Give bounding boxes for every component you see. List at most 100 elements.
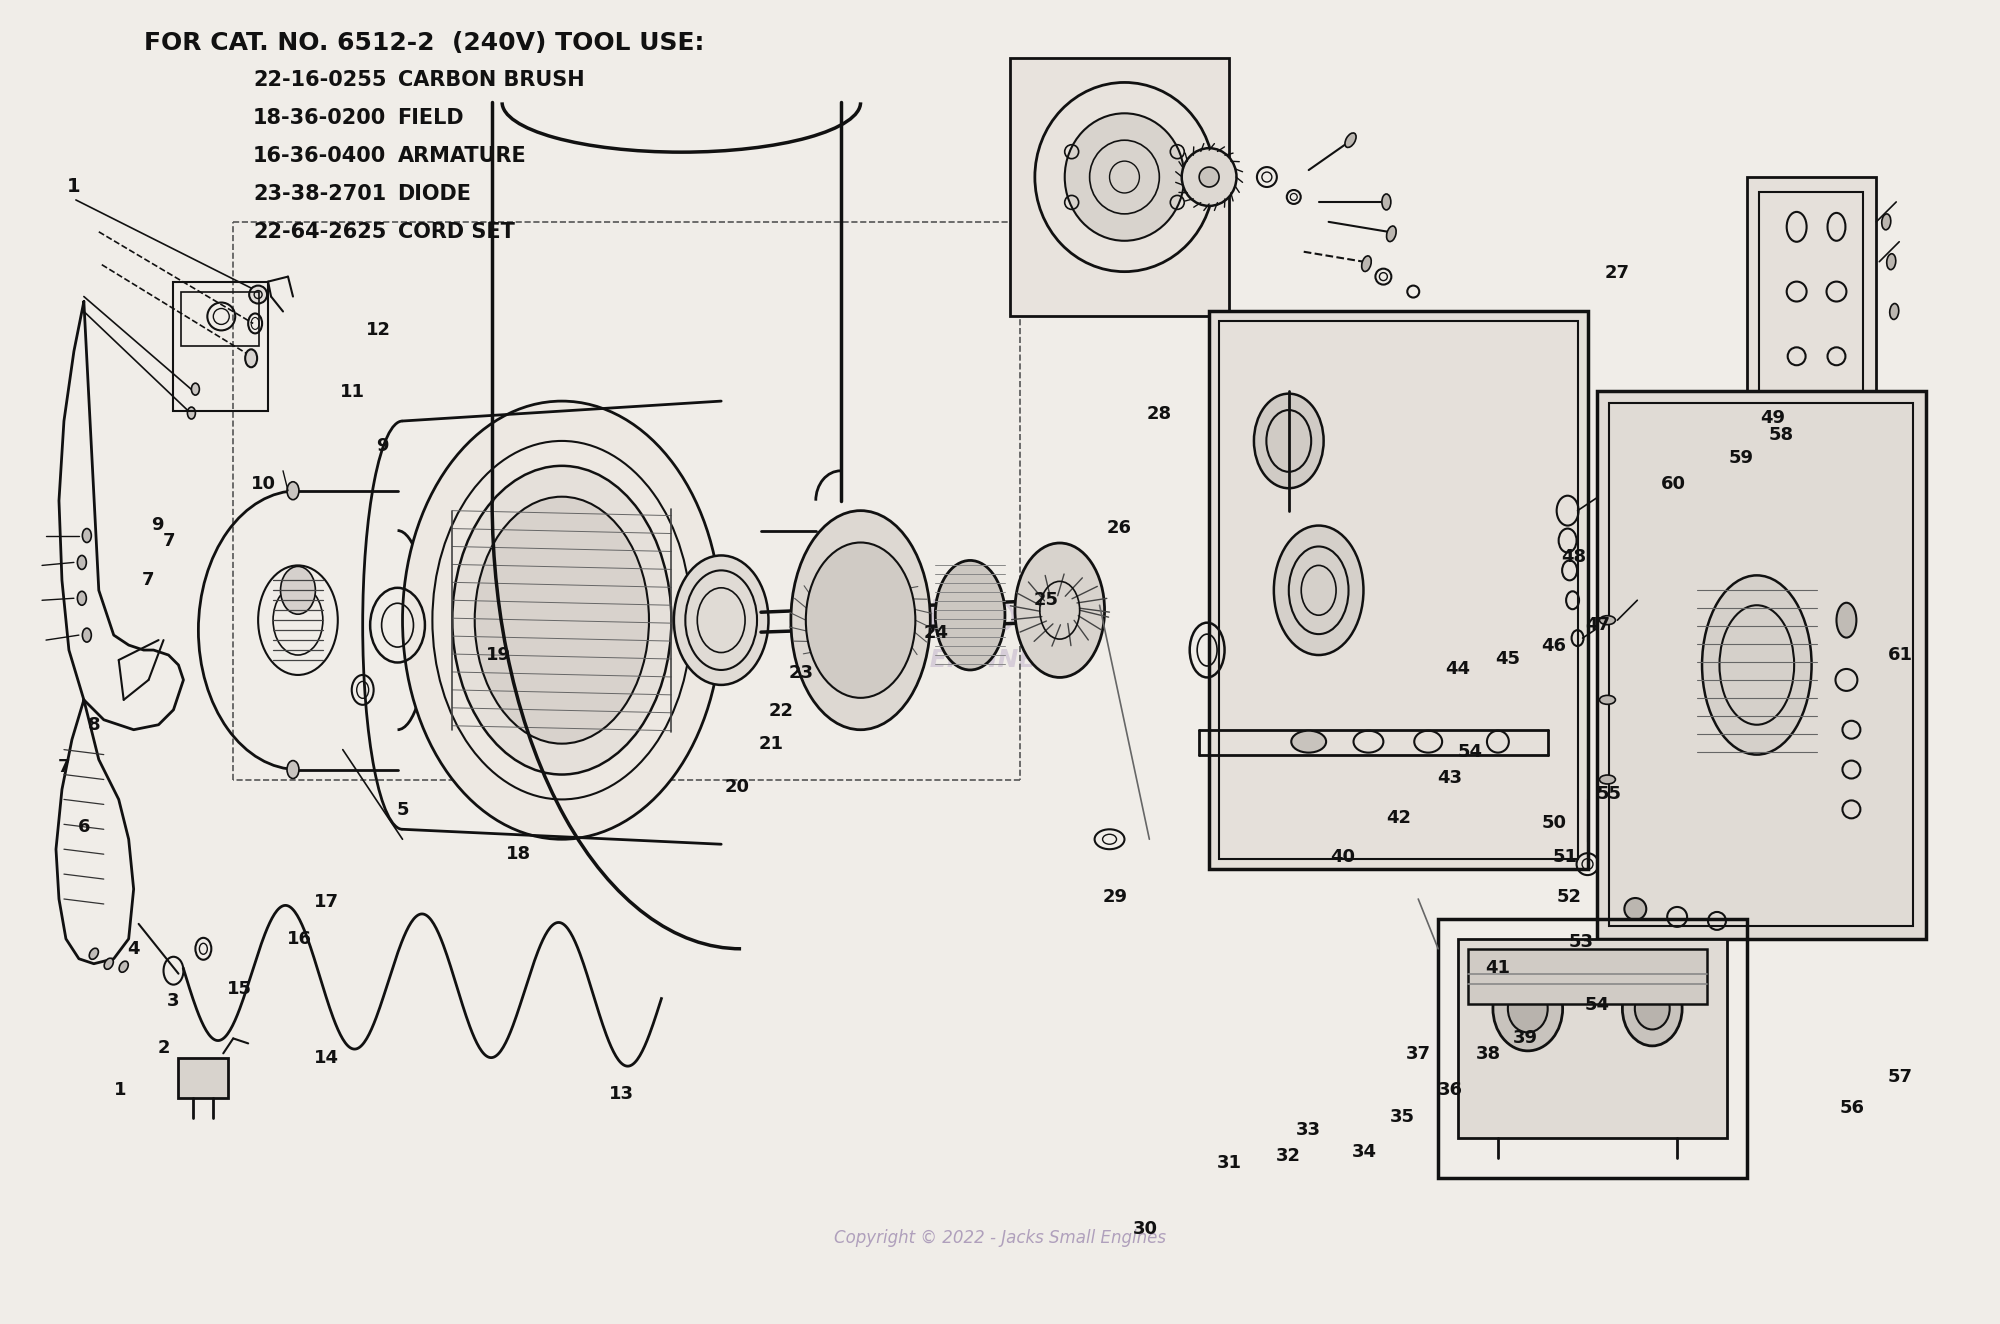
Ellipse shape	[78, 556, 86, 569]
Text: 51: 51	[1554, 849, 1578, 866]
Ellipse shape	[78, 592, 86, 605]
Text: 40: 40	[1330, 849, 1356, 866]
Bar	[1220, 322, 1578, 859]
Text: 9: 9	[376, 437, 388, 454]
Text: 33: 33	[1296, 1121, 1322, 1139]
Text: 7: 7	[58, 759, 70, 776]
Text: 13: 13	[610, 1086, 634, 1103]
Text: 18-36-0200: 18-36-0200	[254, 109, 386, 128]
Ellipse shape	[288, 760, 298, 779]
Text: 14: 14	[314, 1049, 340, 1067]
Text: 61: 61	[1888, 646, 1912, 665]
Text: 2: 2	[158, 1039, 170, 1058]
Text: 54: 54	[1458, 743, 1482, 761]
Text: 7: 7	[164, 532, 176, 549]
Text: 60: 60	[1660, 475, 1686, 493]
Ellipse shape	[288, 482, 298, 499]
Ellipse shape	[1386, 226, 1396, 241]
Text: 26: 26	[1106, 519, 1132, 536]
Ellipse shape	[936, 560, 1004, 670]
Bar	[1458, 939, 1726, 1139]
Text: 42: 42	[1386, 809, 1410, 826]
Bar	[1010, 57, 1230, 316]
Text: 49: 49	[1760, 409, 1786, 428]
Ellipse shape	[1274, 526, 1364, 655]
Ellipse shape	[188, 406, 196, 418]
Bar	[182, 291, 260, 347]
Text: FOR CAT. NO. 6512-2  (240V) TOOL USE:: FOR CAT. NO. 6512-2 (240V) TOOL USE:	[144, 30, 704, 54]
Text: 44: 44	[1446, 659, 1470, 678]
Bar	[1746, 177, 1876, 426]
Text: 9: 9	[152, 516, 164, 534]
Text: 35: 35	[1390, 1108, 1414, 1125]
Ellipse shape	[806, 543, 916, 698]
Text: 41: 41	[1486, 959, 1510, 977]
Text: CARBON BRUSH: CARBON BRUSH	[398, 70, 584, 90]
Text: 7: 7	[142, 571, 154, 589]
Text: 8: 8	[88, 716, 100, 735]
Text: 1: 1	[114, 1082, 126, 1099]
Text: 46: 46	[1542, 637, 1566, 655]
Ellipse shape	[1600, 775, 1616, 784]
Ellipse shape	[1254, 393, 1324, 489]
Text: 16-36-0400: 16-36-0400	[254, 146, 386, 167]
Text: 5: 5	[396, 801, 408, 818]
Text: 27: 27	[1604, 263, 1630, 282]
Ellipse shape	[674, 556, 768, 685]
Ellipse shape	[1508, 985, 1548, 1033]
Text: 12: 12	[366, 320, 392, 339]
Text: 24: 24	[924, 624, 948, 642]
Text: 47: 47	[1584, 616, 1610, 634]
Text: 55: 55	[1596, 785, 1622, 802]
Text: 16: 16	[286, 929, 312, 948]
Ellipse shape	[90, 948, 98, 960]
Ellipse shape	[120, 961, 128, 972]
Bar	[1468, 949, 1708, 1004]
Bar	[178, 1058, 228, 1098]
Text: DIODE: DIODE	[398, 184, 472, 204]
Text: 22-64-2625: 22-64-2625	[254, 222, 386, 242]
Text: 29: 29	[1104, 887, 1128, 906]
Text: 21: 21	[758, 735, 784, 753]
Ellipse shape	[1882, 214, 1890, 230]
Ellipse shape	[280, 567, 316, 614]
Ellipse shape	[1064, 114, 1184, 241]
Text: CORD SET: CORD SET	[398, 222, 514, 242]
Text: 31: 31	[1216, 1155, 1242, 1172]
Ellipse shape	[1634, 988, 1670, 1030]
Text: 45: 45	[1496, 650, 1520, 669]
Text: 36: 36	[1438, 1082, 1462, 1099]
Text: 3: 3	[168, 992, 180, 1010]
Ellipse shape	[250, 286, 268, 303]
Text: 23: 23	[788, 663, 814, 682]
Text: 50: 50	[1542, 814, 1566, 831]
Ellipse shape	[1014, 543, 1104, 678]
Text: 54: 54	[1584, 996, 1610, 1014]
Ellipse shape	[790, 511, 930, 730]
Bar	[1210, 311, 1588, 869]
Ellipse shape	[1292, 731, 1326, 752]
Ellipse shape	[82, 628, 92, 642]
Ellipse shape	[1362, 256, 1372, 271]
Text: 43: 43	[1438, 769, 1462, 786]
Text: 6: 6	[78, 818, 90, 835]
Ellipse shape	[452, 466, 672, 775]
Text: 11: 11	[340, 383, 366, 401]
Text: SMALL ENGINES: SMALL ENGINES	[828, 647, 1054, 673]
Ellipse shape	[1382, 195, 1390, 211]
Text: 53: 53	[1570, 932, 1594, 951]
Text: 20: 20	[724, 779, 750, 796]
Bar	[174, 282, 268, 410]
Bar	[1598, 391, 1926, 939]
Text: 59: 59	[1728, 449, 1754, 466]
Text: 30: 30	[1132, 1219, 1158, 1238]
Text: 4: 4	[128, 940, 140, 959]
Text: 38: 38	[1476, 1045, 1500, 1063]
Ellipse shape	[1600, 695, 1616, 704]
Text: 17: 17	[314, 892, 340, 911]
Ellipse shape	[474, 496, 648, 744]
Ellipse shape	[1492, 967, 1562, 1051]
Text: 25: 25	[1034, 591, 1058, 609]
Ellipse shape	[1890, 303, 1898, 319]
Text: FIELD: FIELD	[398, 109, 464, 128]
